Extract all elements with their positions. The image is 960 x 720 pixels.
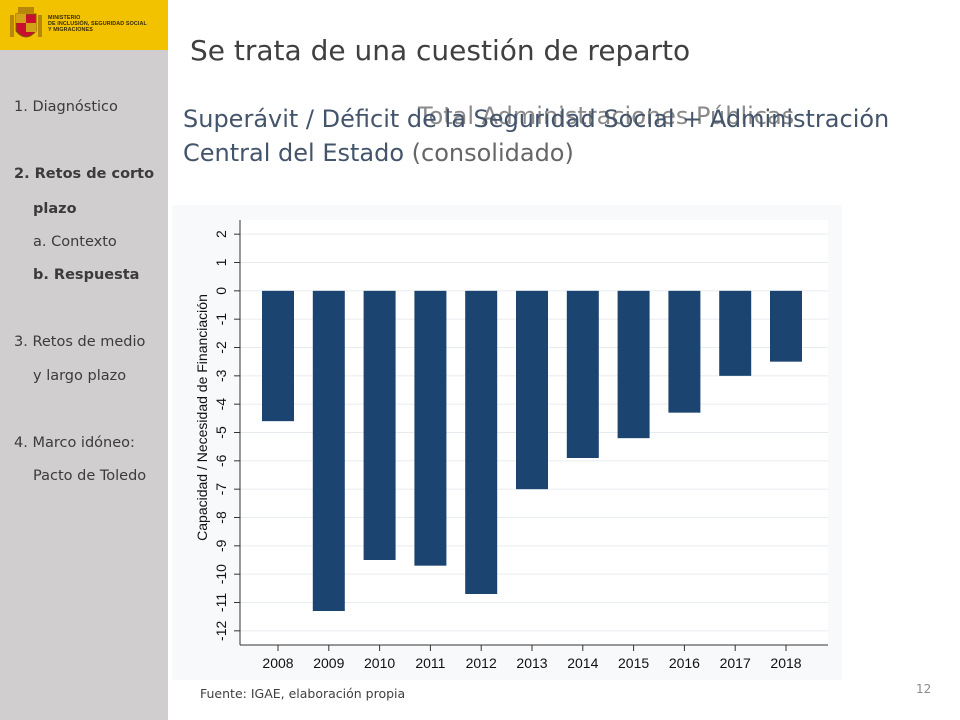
x-tick-label: 2015 <box>618 655 649 671</box>
y-tick-label: -6 <box>213 454 229 467</box>
bar-2015 <box>617 290 650 439</box>
page-number: 12 <box>916 682 932 696</box>
subtitle-main: Superávit / Déficit de la Seguridad Soci… <box>183 105 890 167</box>
x-tick-label: 2017 <box>720 655 751 671</box>
x-tick-label: 2009 <box>313 655 344 671</box>
bar-2009 <box>312 290 345 611</box>
y-tick-label: 1 <box>213 258 229 266</box>
chart-area: 2 1 0 -1 -2 -3 -4 -5 -6 -7 -8 -9 -10 -11 -12 Capacidad … <box>172 205 842 680</box>
nav-item-respuesta[interactable]: b. Respuesta <box>33 267 140 283</box>
nav-item-retos-medio-cont[interactable]: y largo plazo <box>33 368 127 384</box>
ministry-line: MINISTERIO <box>48 15 81 21</box>
y-tick-label: 2 <box>213 230 229 238</box>
coat-of-arms-icon <box>10 7 42 38</box>
subtitle-paren: (consolidado) <box>411 139 574 167</box>
ministry-line: Y MIGRACIONES <box>48 27 93 33</box>
slide-title: Se trata de una cuestión de reparto <box>190 34 691 67</box>
y-tick-label: 0 <box>213 287 229 295</box>
sidebar: MINISTERIO DE INCLUSIÓN, SEGURIDAD SOCIA… <box>0 0 168 720</box>
y-tick-label: -12 <box>213 621 229 641</box>
x-tick-label: 2008 <box>262 655 293 671</box>
bar-2016 <box>668 290 701 413</box>
bar-2013 <box>516 290 548 490</box>
ministry-line: DE INCLUSIÓN, SEGURIDAD SOCIAL <box>48 21 147 27</box>
y-axis-label: Capacidad / Necesidad de Financiación <box>194 294 210 541</box>
nav-item-contexto[interactable]: a. Contexto <box>33 234 117 250</box>
x-tick-label: 2010 <box>364 655 395 671</box>
x-tick-label: 2011 <box>415 655 445 671</box>
bar-2018 <box>770 290 802 362</box>
nav-item-marco[interactable]: 4. Marco idóneo: <box>14 435 135 451</box>
bar-2014 <box>566 290 599 458</box>
x-tick-label: 2016 <box>669 655 700 671</box>
chart-subtitle: Superávit / Déficit de la Seguridad Soci… <box>183 102 943 170</box>
y-tick-label: -5 <box>213 426 229 439</box>
subtitle-ghost: Total Administraciones Públicas <box>418 102 795 130</box>
source-note: Fuente: IGAE, elaboración propia <box>200 686 406 701</box>
y-tick-label: -8 <box>213 511 229 524</box>
bar-2008 <box>262 290 294 422</box>
nav-item-retos-medio[interactable]: 3. Retos de medio <box>14 334 146 350</box>
x-tick-label: 2013 <box>516 655 547 671</box>
y-tick-label: -9 <box>213 539 229 552</box>
bar-2017 <box>719 290 752 376</box>
x-tick-label: 2018 <box>770 655 801 671</box>
x-tick-label: 2012 <box>466 655 497 671</box>
ministry-name: MINISTERIO DE INCLUSIÓN, SEGURIDAD SOCIA… <box>48 15 166 33</box>
nav-item-pacto[interactable]: Pacto de Toledo <box>33 468 147 484</box>
y-tick-label: -2 <box>213 341 229 354</box>
y-tick-label: -11 <box>213 593 229 612</box>
y-tick-label: -3 <box>213 369 229 382</box>
bar-chart: 2 1 0 -1 -2 -3 -4 -5 -6 -7 -8 -9 -10 -11 -12 Capacidad … <box>194 220 828 671</box>
ministry-logo: MINISTERIO DE INCLUSIÓN, SEGURIDAD SOCIA… <box>0 0 168 50</box>
bar-2011 <box>414 290 447 566</box>
y-tick-label: -7 <box>213 483 229 496</box>
y-tick-label: -1 <box>213 313 229 326</box>
bar-2010 <box>363 290 396 560</box>
bar-2012 <box>465 290 498 594</box>
nav-item-retos-corto-cont[interactable]: plazo <box>33 201 77 217</box>
y-tick-label: -4 <box>213 398 229 411</box>
nav-item-retos-corto[interactable]: 2. Retos de corto <box>14 166 155 182</box>
y-tick-label: -10 <box>213 564 229 584</box>
x-tick-label: 2014 <box>567 655 598 671</box>
nav-item-diagnostico[interactable]: 1. Diagnóstico <box>14 99 118 115</box>
